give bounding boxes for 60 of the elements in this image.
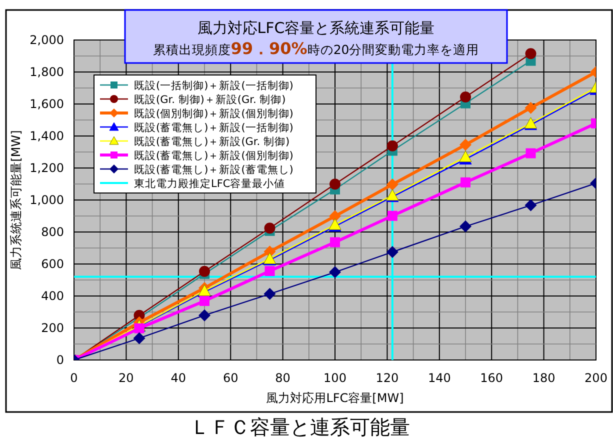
- point: [525, 48, 536, 60]
- x-tick-label: 20: [118, 371, 134, 385]
- point: [460, 91, 471, 102]
- point: [526, 148, 536, 158]
- y-tick-label: 1,800: [30, 65, 64, 79]
- point: [133, 332, 146, 344]
- point: [460, 220, 472, 232]
- x-tick-label: 60: [222, 371, 238, 385]
- legend-label: 東北電力殿推定LFC容量最小値: [134, 177, 286, 190]
- y-axis-title: 風力系統連系可能量[MW]: [9, 130, 23, 270]
- y-tick-label: 0: [56, 353, 64, 367]
- point: [200, 296, 210, 306]
- y-tick-label: 600: [41, 257, 64, 271]
- y-tick-label: 1,200: [30, 161, 64, 175]
- point: [330, 178, 340, 190]
- point: [330, 237, 340, 248]
- legend-label: 既設(一括制御)＋新設(一括制御): [134, 79, 294, 92]
- x-tick-label: 40: [170, 371, 186, 385]
- point: [134, 323, 144, 334]
- point: [264, 222, 276, 234]
- x-tick-label: 140: [428, 371, 451, 385]
- legend-label: 既設(Gr. 制御)＋新設(Gr. 制御): [134, 93, 286, 106]
- x-tick-label: 200: [584, 371, 608, 385]
- point: [386, 246, 398, 258]
- point: [264, 288, 276, 300]
- x-tick-label: 0: [70, 371, 78, 385]
- point: [387, 210, 398, 221]
- title-box: 風力対応LFC容量と系統連系可能量 累積出現頻度99．90%時の20分間変動電力率を適用: [124, 9, 508, 64]
- point: [329, 210, 341, 222]
- point: [264, 266, 275, 276]
- point: [524, 199, 537, 212]
- legend-label: 既設(蓄電無し)＋新設(個別制御): [134, 149, 294, 162]
- text: ＬＦＣ容量と連系可能量: [190, 415, 410, 439]
- y-tick-label: 400: [41, 289, 64, 303]
- point: [524, 102, 537, 114]
- x-tick-label: 160: [480, 371, 504, 385]
- y-tick-label: 200: [41, 321, 64, 335]
- legend-label: 既設(個別制御)＋新設(個別制御): [134, 107, 294, 120]
- x-tick-label: 180: [532, 371, 556, 385]
- point: [460, 177, 470, 188]
- legend-label: 既設(蓄電無し)＋新設(一括制御): [134, 121, 294, 134]
- x-tick-label: 100: [324, 371, 346, 385]
- chart-subtitle: 累積出現頻度99．90%時の20分間変動電力率を適用: [152, 39, 480, 58]
- x-axis-title: 風力対応用LFC容量[MW]: [266, 391, 404, 405]
- x-tick-label: 80: [275, 371, 290, 385]
- legend-label: 既設(蓄電無し)＋新設(Gr. 制御): [134, 135, 290, 148]
- y-tick-label: 800: [41, 225, 64, 239]
- x-tick-label: 120: [376, 371, 399, 385]
- point: [199, 266, 210, 277]
- point: [460, 138, 472, 151]
- point: [386, 140, 398, 152]
- y-tick-label: 1,400: [30, 129, 64, 143]
- legend-label: 既設(蓄電無し)＋新設(蓄電無し): [134, 163, 294, 176]
- chart-title: 風力対応LFC容量と系統連系可能量: [197, 19, 435, 37]
- point: [386, 178, 398, 190]
- y-tick-label: 2,000: [30, 33, 64, 47]
- point: [198, 309, 210, 322]
- y-tick-label: 1,600: [30, 97, 64, 111]
- point: [329, 266, 341, 278]
- y-tick-label: 1,000: [30, 193, 64, 207]
